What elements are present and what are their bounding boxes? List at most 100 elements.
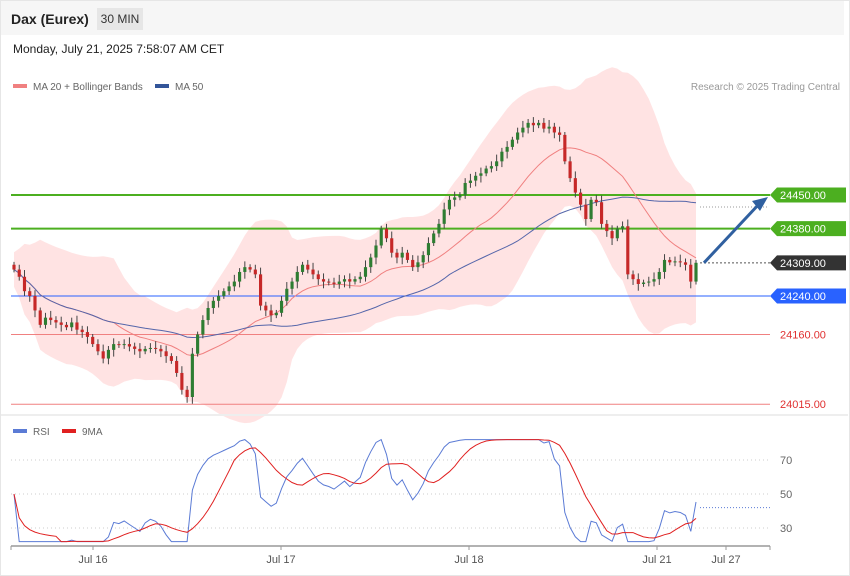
candle-body xyxy=(552,126,556,133)
candle-body xyxy=(169,356,173,361)
candle-body xyxy=(59,322,63,325)
candle-body xyxy=(54,320,58,323)
level-label-24380: 24380.00 xyxy=(780,224,826,236)
candle-body xyxy=(668,259,672,263)
candle xyxy=(390,231,394,258)
candle xyxy=(306,259,310,274)
candle xyxy=(316,270,320,285)
candle xyxy=(379,225,383,249)
candle-body xyxy=(384,228,389,239)
rsi-tick-label: 50 xyxy=(780,489,792,501)
candle-body xyxy=(232,281,236,287)
candle xyxy=(468,173,472,188)
level-tag-24450 xyxy=(770,187,846,203)
candle-body xyxy=(631,274,635,280)
candle-body xyxy=(495,161,499,167)
timeframe-button[interactable]: 30 MIN xyxy=(97,8,143,30)
candle-body xyxy=(154,347,158,349)
candle xyxy=(238,268,242,288)
candle xyxy=(694,259,698,285)
candle xyxy=(605,220,609,237)
candle-body xyxy=(369,257,373,268)
candle-body xyxy=(295,271,299,282)
candle-body xyxy=(258,274,263,306)
candlesticks xyxy=(12,117,698,404)
candle xyxy=(500,147,504,168)
candle xyxy=(300,261,305,275)
candle-body xyxy=(96,344,100,352)
candle-body xyxy=(458,195,462,198)
candle xyxy=(38,307,42,328)
candle xyxy=(138,343,142,359)
candle-body xyxy=(306,264,310,270)
candle-body xyxy=(143,348,147,352)
candle-body xyxy=(217,296,221,301)
candle xyxy=(369,253,373,273)
x-tick-label: Jul 16 xyxy=(78,554,107,566)
candle-body xyxy=(558,132,562,135)
candle-body xyxy=(505,146,509,152)
candle-body xyxy=(484,168,488,174)
candle-body xyxy=(279,300,284,313)
timestamp: Monday, July 21, 2025 7:58:07 AM CET xyxy=(13,42,225,56)
rsi-ma-legend-label: 9MA xyxy=(82,427,103,438)
candle xyxy=(101,344,105,364)
candle xyxy=(342,275,347,288)
candle xyxy=(442,202,446,229)
candle xyxy=(180,366,184,395)
candle-body xyxy=(122,344,126,346)
candle xyxy=(636,273,640,291)
candle xyxy=(416,255,420,272)
candle xyxy=(405,249,410,263)
candle-body xyxy=(579,192,583,205)
candle xyxy=(22,270,27,296)
candle xyxy=(547,119,551,134)
candle-body xyxy=(222,291,226,296)
level-label-24160: 24160.00 xyxy=(780,329,826,341)
candle xyxy=(510,136,514,150)
candle xyxy=(537,119,541,129)
candle-body xyxy=(148,347,152,349)
candle xyxy=(526,119,530,134)
candle-body xyxy=(164,351,168,357)
candle-body xyxy=(70,322,74,328)
candle xyxy=(437,219,441,238)
candle xyxy=(196,331,200,357)
candle-body xyxy=(290,281,294,289)
ma50-legend-swatch xyxy=(155,84,169,88)
level-tag-24309 xyxy=(770,255,846,271)
candle xyxy=(127,337,131,352)
candle xyxy=(190,347,194,404)
chart-header: Dax (Eurex) 30 MIN xyxy=(1,1,844,35)
candle xyxy=(201,315,205,339)
candle-body xyxy=(636,279,640,284)
candle xyxy=(206,301,210,325)
candle-body xyxy=(38,310,42,325)
rsi-ma-legend-swatch xyxy=(62,429,76,433)
level-tag-24240 xyxy=(770,288,846,304)
candle xyxy=(432,230,436,246)
candle-body xyxy=(253,269,257,275)
candle xyxy=(384,223,389,243)
candle-body xyxy=(190,353,194,397)
candle-body xyxy=(269,310,273,316)
level-label-24240: 24240.00 xyxy=(780,291,826,303)
candle xyxy=(185,385,189,403)
candle-body xyxy=(175,360,179,373)
rsi-tick-label: 30 xyxy=(780,523,792,535)
candle-body xyxy=(379,228,383,246)
x-tick-label: Jul 27 xyxy=(711,554,740,566)
candle xyxy=(626,219,630,280)
candle-body xyxy=(673,261,677,263)
candle xyxy=(573,171,577,198)
candle-body xyxy=(285,288,289,301)
candle-body xyxy=(390,238,394,253)
candle-body xyxy=(442,209,446,224)
candle-body xyxy=(133,346,137,349)
candle-body xyxy=(599,202,604,224)
level-label-24450: 24450.00 xyxy=(780,190,826,202)
candle-body xyxy=(363,267,368,277)
candle xyxy=(589,196,593,222)
ma20-line xyxy=(13,147,697,357)
level-label-24015: 24015.00 xyxy=(780,399,826,411)
